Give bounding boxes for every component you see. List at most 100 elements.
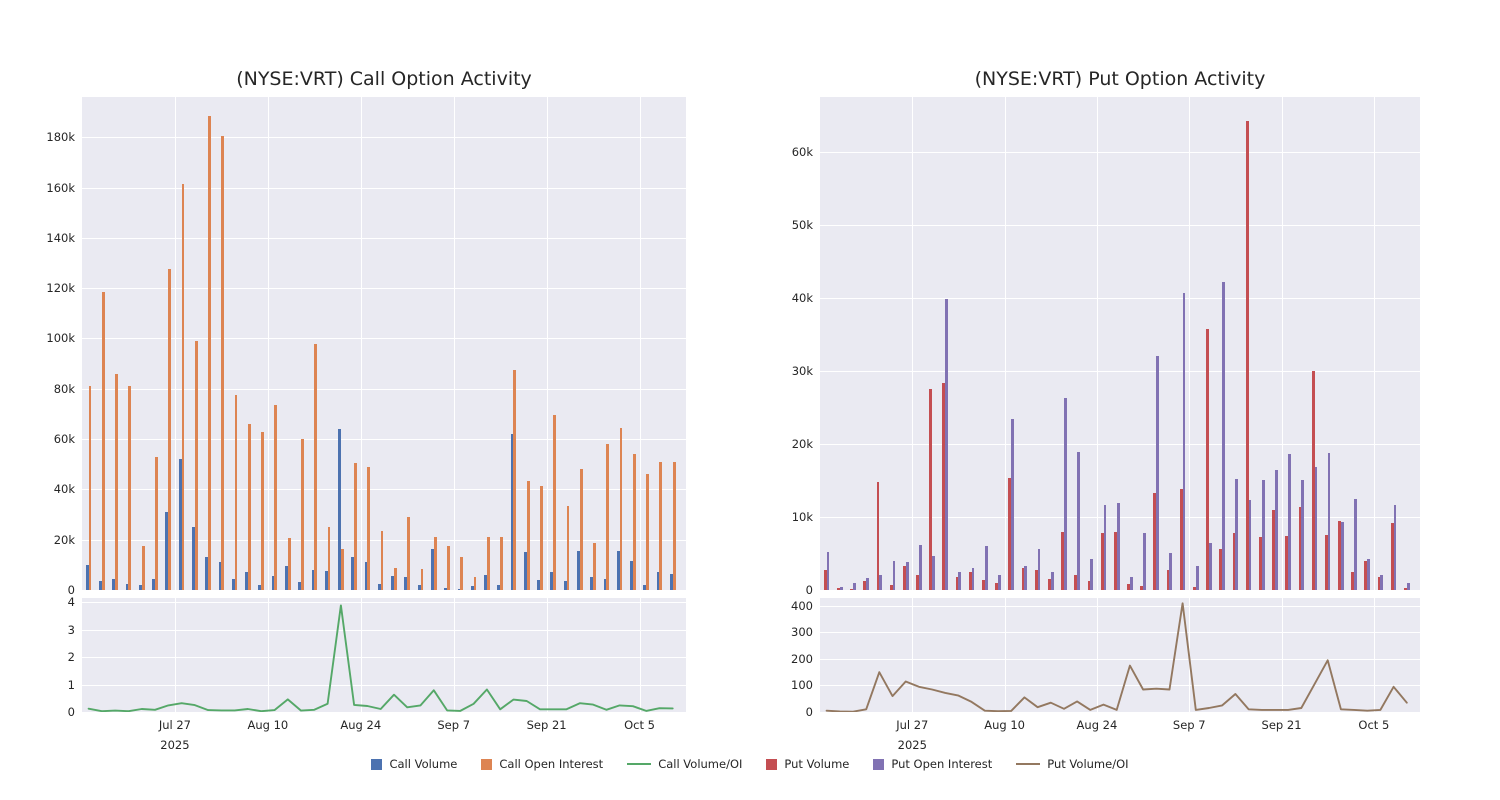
call-open-interest-bar <box>473 577 477 590</box>
put-open-interest-bar <box>1222 281 1225 590</box>
gridline-horizontal <box>820 605 1420 607</box>
gridline-vertical <box>360 97 362 590</box>
put-open-interest-bar <box>1274 469 1278 590</box>
put-open-interest-bar <box>1340 522 1344 590</box>
legend-label: Put Open Interest <box>891 757 993 771</box>
put-volume-bar <box>1338 521 1341 590</box>
put-volume-bar <box>1061 531 1064 590</box>
call-volume-bar <box>284 566 288 590</box>
call-open-interest-bar <box>155 456 158 590</box>
call-open-interest-bar <box>234 395 238 590</box>
gridline-vertical <box>912 97 914 590</box>
put-volume-bar <box>1324 534 1328 590</box>
put-volume-bar <box>1298 507 1302 590</box>
y-tick-label: 60k <box>53 432 75 447</box>
put-open-interest-bar <box>1182 292 1186 590</box>
call-open-interest-bar <box>340 548 344 590</box>
call-volume-bar <box>165 512 169 590</box>
put-open-interest-bar <box>852 582 856 590</box>
legend-item-put-volume-oi: Put Volume/OI <box>1016 757 1129 771</box>
gridline-horizontal <box>820 443 1420 445</box>
put-open-interest-bar <box>1103 505 1107 590</box>
put-open-interest-bar <box>1195 565 1199 590</box>
put-volume-bar <box>863 581 867 590</box>
call-open-interest-bar <box>393 567 397 590</box>
put-open-interest-bar <box>1143 533 1146 590</box>
call-volume-oi-line <box>87 604 674 712</box>
call-open-interest-bar <box>88 386 92 590</box>
put-volume-bar <box>1311 370 1315 590</box>
y-tick-label: 160k <box>46 180 75 195</box>
call-volume-bar <box>218 562 222 590</box>
x-tick-label: Aug 10 <box>247 718 289 732</box>
gridline-horizontal <box>82 338 686 340</box>
call-volume-bar <box>351 557 355 590</box>
call-volume-bar <box>258 584 262 590</box>
call-open-interest-bar <box>646 474 649 590</box>
put-open-interest-bar <box>1024 565 1028 590</box>
call-open-interest-bar <box>593 543 596 590</box>
call-open-interest-bar <box>420 568 424 590</box>
x-tick-label: Aug 24 <box>340 718 382 732</box>
gridline-vertical <box>1189 97 1191 590</box>
call-open-interest-bar <box>327 527 331 590</box>
gridline-vertical <box>546 97 548 590</box>
put-open-interest-bar <box>1406 583 1410 590</box>
gridline-horizontal <box>82 602 686 604</box>
call-open-interest-bar <box>301 439 304 590</box>
put-volume-bar <box>1390 522 1394 590</box>
call-open-interest-bar <box>354 462 357 590</box>
put-open-interest-bar <box>1169 552 1173 590</box>
put-volume-bar <box>1245 121 1249 590</box>
call-ratio-plot <box>82 598 686 712</box>
put-open-interest-bar <box>1129 576 1133 590</box>
x-tick-label: Aug 10 <box>984 718 1025 732</box>
call-volume-bar <box>245 572 248 590</box>
gridline-vertical <box>1281 598 1283 712</box>
x-tick-label: Jul 27 <box>896 718 929 732</box>
gridline-vertical <box>267 598 269 712</box>
put-open-interest-bar <box>1063 397 1067 590</box>
gridline-horizontal <box>820 632 1420 634</box>
y-tick-label: 100 <box>791 678 813 693</box>
call-open-interest-bar <box>367 466 371 590</box>
put-open-interest-bar <box>905 561 909 590</box>
put-open-interest-bar <box>945 299 949 590</box>
call-open-interest-bar <box>115 373 118 590</box>
put-volume-bar <box>1008 477 1012 590</box>
gridline-horizontal <box>82 684 686 686</box>
call-open-interest-bar <box>553 415 557 590</box>
x-tick-year-label: 2025 <box>897 738 927 752</box>
put-volume-bar <box>1219 549 1223 590</box>
call-open-interest-bar <box>447 545 450 590</box>
gridline-horizontal <box>82 137 686 139</box>
gridline-vertical <box>360 598 362 712</box>
put-volume-oi-line <box>825 602 1408 712</box>
gridline-horizontal <box>82 237 686 239</box>
y-tick-label: 100k <box>46 331 75 346</box>
put-open-interest-bar <box>1301 479 1305 590</box>
legend-item-call-volume: Call Volume <box>371 757 457 771</box>
call-volume-bar <box>590 577 594 590</box>
call-open-interest-bar <box>513 369 517 590</box>
legend-label: Put Volume/OI <box>1047 757 1129 771</box>
call-volume-bar <box>404 577 408 590</box>
call-volume-bar <box>669 573 673 590</box>
call-volume-bar <box>298 582 302 590</box>
gridline-horizontal <box>820 151 1420 153</box>
call-open-interest-bar <box>672 461 676 590</box>
put-volume-bar <box>1153 492 1157 590</box>
gridline-vertical <box>912 598 914 712</box>
call-volume-bar <box>99 581 102 590</box>
call-open-interest-bar <box>221 136 225 590</box>
gridline-vertical <box>174 598 176 712</box>
call-volume-bar <box>338 429 341 590</box>
call-volume-bar <box>271 576 275 590</box>
put-volume-bar <box>836 587 840 590</box>
call-open-interest-bar <box>606 444 610 590</box>
put-open-interest-bar <box>998 574 1001 590</box>
call-open-interest-bar <box>168 269 172 590</box>
put-volume-bar <box>1021 568 1025 590</box>
put-volume-bar <box>1087 581 1091 590</box>
put-ratio-plot <box>820 598 1420 712</box>
